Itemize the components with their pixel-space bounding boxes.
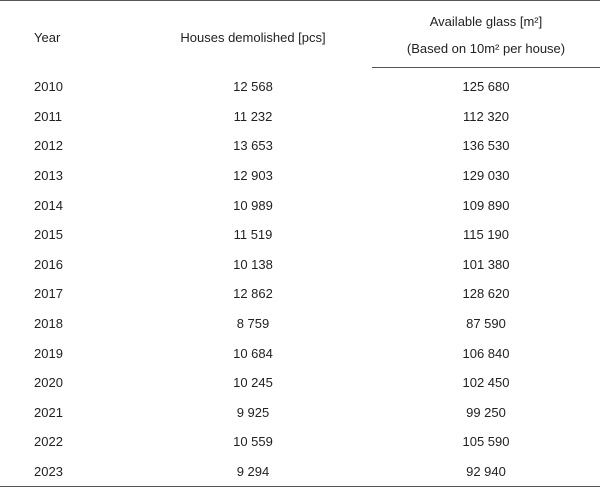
cell-houses-demolished: 10 684 [233,345,273,361]
cell-available-glass: 125 680 [462,79,510,95]
cell-available-glass: 128 620 [462,286,510,302]
cell-available-glass: 136 530 [462,138,510,154]
cell-houses-demolished: 12 862 [233,286,273,302]
column-header-year: Year [0,0,96,68]
table-row: 2017 12 862 128 620 [0,279,600,309]
cell-year: 2014 [34,197,63,213]
cell-available-glass: 92 940 [372,456,600,487]
table-row: 2014 10 989 109 890 [0,190,600,220]
header-row: Year Houses demolished [pcs] Available g… [0,0,600,68]
cell-year: 2015 [34,227,63,243]
cell-year: 2020 [34,375,63,391]
cell-houses-demolished: 11 232 [233,108,273,124]
header-row-secondary: (Based on 10m² per house) [0,35,600,68]
cell-year: 2010 [34,79,63,95]
cell-houses-demolished: 8 759 [236,316,270,332]
table-row: 2016 10 138 101 380 [0,250,600,280]
column-header-houses-demolished: Houses demolished [pcs] [96,0,372,68]
column-header-available-glass: Available glass [m²] [372,0,600,35]
cell-year: 2021 [34,404,63,420]
cell-year: 2019 [34,345,63,361]
cell-available-glass: 101 380 [462,256,510,272]
table-row: 2015 11 519 115 190 [0,220,600,250]
cell-houses-demolished: 10 559 [233,434,273,450]
table-row: 2018 8 759 87 590 [0,309,600,339]
cell-year: 2017 [34,286,63,302]
table-row: 2023 9 294 92 940 [0,456,600,487]
table-row: 2012 13 653 136 530 [0,131,600,161]
cell-available-glass: 87 590 [466,316,506,332]
cell-houses-demolished: 10 245 [233,375,273,391]
table-row: 2013 12 903 129 030 [0,161,600,191]
table-row: 2019 10 684 106 840 [0,338,600,368]
cell-year: 2018 [34,316,63,332]
cell-available-glass: 105 590 [462,434,510,450]
cell-houses-demolished: 12 903 [233,168,273,184]
cell-houses-demolished: 10 138 [233,256,273,272]
cell-houses-demolished: 12 568 [233,79,273,95]
table-body: 2010 12 568 125 680 2011 11 232 112 320 2012 13… [0,68,600,487]
cell-year: 2013 [34,168,63,184]
table-row: 2010 12 568 125 680 [0,68,600,102]
table-row: 2011 11 232 112 320 [0,102,600,132]
table-row: 2020 10 245 102 450 [0,368,600,398]
cell-houses-demolished: 9 294 [96,456,372,487]
cell-year: 2022 [34,434,63,450]
cell-available-glass: 112 320 [462,108,510,124]
cell-houses-demolished: 10 989 [233,197,273,213]
cell-houses-demolished: 11 519 [233,227,273,243]
column-header-available-glass-note: (Based on 10m² per house) [372,35,600,68]
table-row: 2021 9 925 99 250 [0,398,600,428]
table-row: 2022 10 559 105 590 [0,427,600,457]
cell-year: 2012 [34,138,63,154]
cell-available-glass: 102 450 [462,375,510,391]
cell-houses-demolished: 13 653 [233,138,273,154]
cell-available-glass: 109 890 [462,197,510,213]
cell-available-glass: 106 840 [462,345,510,361]
cell-year: 2023 [0,456,96,487]
cell-year: 2016 [34,256,63,272]
table-header: Year Houses demolished [pcs] Available g… [0,0,600,68]
cell-available-glass: 129 030 [462,168,510,184]
cell-year: 2011 [34,108,62,124]
cell-houses-demolished: 9 925 [236,404,270,420]
cell-available-glass: 115 190 [462,227,510,243]
cell-available-glass: 99 250 [466,404,506,420]
